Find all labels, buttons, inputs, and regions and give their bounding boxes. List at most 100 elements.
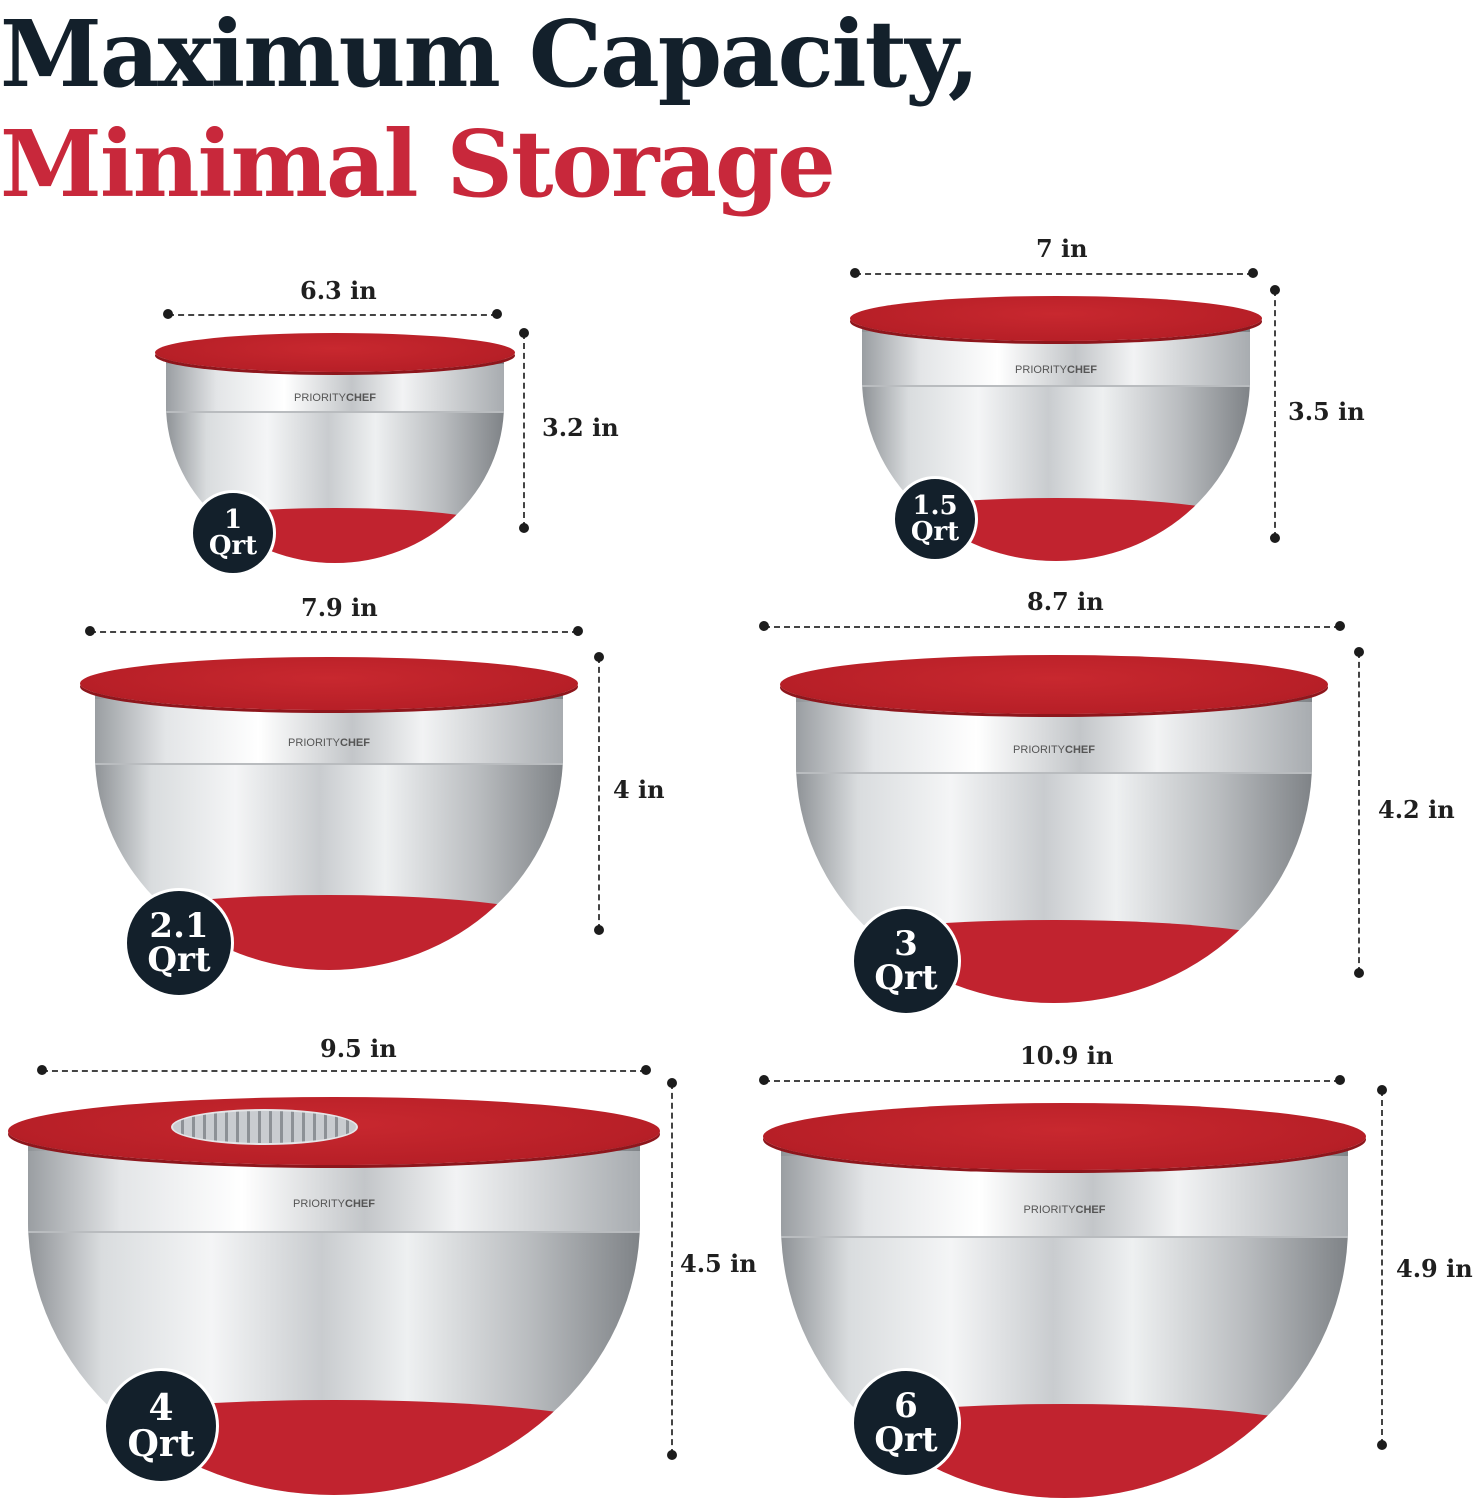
grater-insert xyxy=(171,1108,358,1145)
dimension-endpoint xyxy=(573,626,583,636)
dimension-endpoint xyxy=(519,523,529,533)
height-dimension-line xyxy=(671,1083,673,1455)
capacity-badge: 4 Qrt xyxy=(103,1368,219,1484)
dimension-endpoint xyxy=(1377,1440,1387,1450)
headline-line-2: Minimal Storage xyxy=(0,110,836,218)
headline-line-1: Maximum Capacity, xyxy=(0,0,980,108)
capacity-unit: Qrt xyxy=(874,958,938,998)
width-label: 6.3 in xyxy=(300,276,377,305)
bowl-body: PRIORITYCHEF xyxy=(94,682,564,970)
dimension-endpoint xyxy=(1354,968,1364,978)
dimension-endpoint xyxy=(1270,285,1280,295)
capacity-value: 4 xyxy=(148,1387,174,1429)
dimension-endpoint xyxy=(641,1065,651,1075)
height-dimension-line xyxy=(1358,652,1360,973)
brand-logo-suffix: CHEF xyxy=(340,736,370,749)
dimension-endpoint xyxy=(759,621,769,631)
capacity-badge: 6 Qrt xyxy=(851,1368,961,1478)
width-dimension-line xyxy=(168,314,497,316)
height-label: 3.2 in xyxy=(542,413,619,442)
width-label: 7.9 in xyxy=(301,593,378,622)
width-label: 8.7 in xyxy=(1027,587,1104,616)
mixing-bowl-1-qrt: PRIORITYCHEF xyxy=(155,333,515,563)
bowl-rim-band xyxy=(165,364,505,413)
mixing-bowl-2-1-qrt: PRIORITYCHEF xyxy=(80,657,578,970)
brand-logo-prefix: PRIORITY xyxy=(1015,363,1067,376)
brand-logo-prefix: PRIORITY xyxy=(1023,1203,1076,1216)
brand-logo-prefix: PRIORITY xyxy=(293,1198,345,1211)
dimension-endpoint xyxy=(667,1450,677,1460)
brand-logo: PRIORITYCHEF xyxy=(862,364,1249,376)
dimension-endpoint xyxy=(37,1065,47,1075)
dimension-endpoint xyxy=(163,309,173,319)
width-dimension-line xyxy=(855,273,1253,275)
dimension-endpoint xyxy=(519,328,529,338)
brand-logo-prefix: PRIORITY xyxy=(288,736,340,749)
dimension-endpoint xyxy=(85,626,95,636)
dimension-endpoint xyxy=(594,925,604,935)
capacity-value: 1 xyxy=(223,505,243,535)
height-dimension-line xyxy=(598,657,600,930)
brand-logo: PRIORITYCHEF xyxy=(781,1204,1348,1216)
dimension-endpoint xyxy=(1335,621,1345,631)
bowl-rim-band xyxy=(781,1156,1348,1239)
bowl-body: PRIORITYCHEF xyxy=(27,1128,641,1495)
capacity-unit: Qrt xyxy=(208,531,258,561)
brand-logo-prefix: PRIORITY xyxy=(1013,743,1065,756)
dimension-endpoint xyxy=(1248,268,1258,278)
capacity-unit: Qrt xyxy=(127,1423,195,1465)
bowl-rim-band xyxy=(796,702,1312,775)
brand-logo-suffix: CHEF xyxy=(1065,743,1095,756)
bowl-rim-band xyxy=(94,699,564,765)
width-dimension-line xyxy=(42,1070,646,1072)
capacity-unit: Qrt xyxy=(147,940,211,980)
capacity-value: 1.5 xyxy=(912,491,958,521)
height-label: 4.2 in xyxy=(1378,795,1455,824)
dimension-endpoint xyxy=(1377,1085,1387,1095)
bowl-rim-band xyxy=(862,331,1250,388)
dimension-endpoint xyxy=(492,309,502,319)
dimension-endpoint xyxy=(667,1078,677,1088)
capacity-badge: 3 Qrt xyxy=(851,906,961,1016)
brand-logo-suffix: CHEF xyxy=(345,1198,375,1211)
dimension-endpoint xyxy=(1354,647,1364,657)
brand-logo: PRIORITYCHEF xyxy=(166,392,504,404)
capacity-value: 3 xyxy=(894,924,918,964)
height-dimension-line xyxy=(1381,1090,1383,1445)
width-dimension-line xyxy=(764,626,1340,628)
dimension-endpoint xyxy=(1270,533,1280,543)
brand-logo: PRIORITYCHEF xyxy=(28,1198,641,1210)
height-label: 4.9 in xyxy=(1396,1254,1473,1283)
capacity-unit: Qrt xyxy=(874,1420,938,1460)
lid xyxy=(763,1103,1366,1171)
width-label: 7 in xyxy=(1036,234,1088,263)
capacity-value: 6 xyxy=(894,1386,918,1426)
dimension-endpoint xyxy=(759,1075,769,1085)
dimension-endpoint xyxy=(850,268,860,278)
height-dimension-line xyxy=(1274,290,1276,538)
dimension-endpoint xyxy=(1335,1075,1345,1085)
width-dimension-line xyxy=(90,631,578,633)
capacity-badge: 1.5 Qrt xyxy=(892,476,978,562)
dimension-endpoint xyxy=(594,652,604,662)
width-dimension-line xyxy=(764,1080,1340,1082)
capacity-value: 2.1 xyxy=(149,906,209,946)
brand-logo-suffix: CHEF xyxy=(346,391,376,404)
width-label: 10.9 in xyxy=(1020,1041,1114,1070)
height-label: 4.5 in xyxy=(680,1249,757,1278)
brand-logo: PRIORITYCHEF xyxy=(796,744,1311,756)
mixing-bowl-4-qrt: PRIORITYCHEF xyxy=(8,1097,660,1495)
lid xyxy=(80,657,578,711)
capacity-badge: 1 Qrt xyxy=(190,490,276,576)
height-label: 3.5 in xyxy=(1288,397,1365,426)
brand-logo: PRIORITYCHEF xyxy=(95,737,563,749)
lid xyxy=(155,333,515,373)
brand-logo-suffix: CHEF xyxy=(1067,363,1097,376)
brand-logo-prefix: PRIORITY xyxy=(294,391,346,404)
brand-logo-suffix: CHEF xyxy=(1075,1203,1106,1216)
width-label: 9.5 in xyxy=(320,1034,397,1063)
capacity-badge: 2.1 Qrt xyxy=(124,888,234,998)
capacity-unit: Qrt xyxy=(910,517,960,547)
lid xyxy=(780,655,1328,715)
height-label: 4 in xyxy=(613,775,665,804)
